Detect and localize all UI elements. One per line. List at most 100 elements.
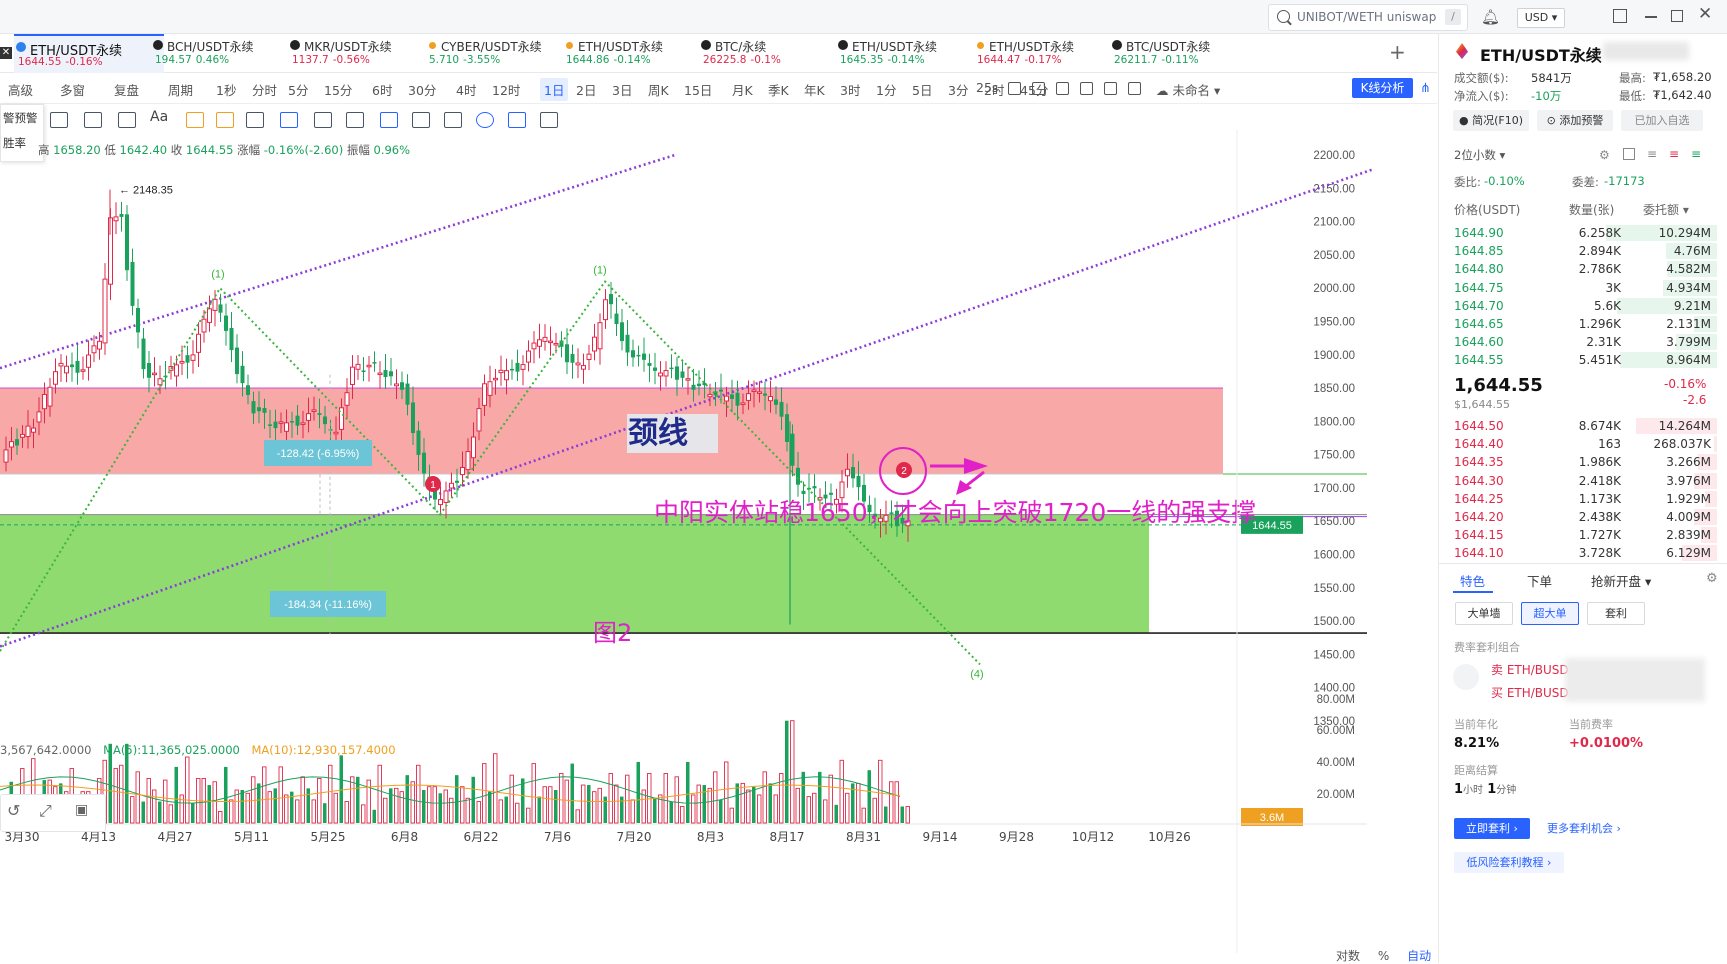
decimals-select[interactable]: 2位小数 ▾: [1454, 148, 1506, 162]
lock-tool-icon[interactable]: [346, 112, 364, 128]
bell-icon[interactable]: 🔔︎: [1481, 8, 1501, 26]
settings-icon[interactable]: ⚙: [1599, 148, 1610, 162]
tab-2[interactable]: BCH/USDT永续 194.57 0.46%: [151, 34, 301, 72]
bid-row[interactable]: 1644.35 1.986K 3.266M: [1439, 453, 1717, 471]
ask-row[interactable]: 1644.90 6.258K 10.294M: [1439, 224, 1717, 242]
pattern-tool-icon[interactable]: [186, 112, 204, 128]
bid-row[interactable]: 1644.30 2.418K 3.976M: [1439, 472, 1717, 490]
overview-button[interactable]: ● 简况(F10): [1453, 110, 1529, 131]
trash-icon[interactable]: [444, 112, 462, 128]
bid-row[interactable]: 1644.10 3.728K 6.129M: [1439, 544, 1717, 562]
search-input[interactable]: UNIBOT/WETH uniswap /: [1268, 4, 1468, 31]
minimize-icon[interactable]: [1645, 16, 1657, 18]
bid-row[interactable]: 1644.25 1.173K 1.929M: [1439, 490, 1717, 508]
bid-row[interactable]: 1644.15 1.727K 2.839M: [1439, 526, 1717, 544]
share-icon[interactable]: ⋔: [1420, 80, 1431, 95]
note-tool-icon[interactable]: [412, 112, 430, 128]
arbitrage-chip[interactable]: 套利: [1587, 602, 1645, 625]
font-tool-icon[interactable]: Aa: [150, 109, 169, 125]
ask-row[interactable]: 1644.70 5.6K 9.21M: [1439, 297, 1717, 315]
toolbar-item-12[interactable]: 1日: [540, 78, 569, 101]
text-tool-icon[interactable]: [118, 112, 136, 128]
more-arbitrage-link[interactable]: 更多套利机会 ›: [1541, 818, 1627, 839]
percent-toggle[interactable]: %: [1377, 949, 1390, 963]
toolbar-item-0[interactable]: 高级: [8, 83, 34, 98]
add-alert-button[interactable]: ⊙ 添加预警: [1537, 110, 1613, 131]
toolbar-item-23[interactable]: 3分: [948, 83, 969, 98]
ask-row[interactable]: 1644.65 1.296K 2.131M: [1439, 315, 1717, 333]
toolbar-item-16[interactable]: 15日: [684, 83, 713, 98]
tutorial-link[interactable]: 低风险套利教程 ›: [1454, 852, 1564, 873]
alert-menu-item[interactable]: 警预警: [3, 111, 38, 125]
tab-8[interactable]: ETH/USDT永续 1644.47 -0.17%: [973, 34, 1123, 72]
camera-icon[interactable]: [1008, 82, 1021, 95]
toolbar-item-10[interactable]: 4时: [456, 83, 477, 98]
reset-tool-icon[interactable]: [540, 112, 558, 128]
toolbar-item-5[interactable]: 分时: [252, 83, 278, 98]
log-scale-toggle[interactable]: 对数: [1336, 949, 1361, 963]
tab-7[interactable]: ETH/USDT永续 1645.35 -0.14%: [836, 34, 986, 72]
toolbar-item-8[interactable]: 6时: [372, 83, 393, 98]
toolbar-item-17[interactable]: 月K: [732, 83, 753, 98]
col-total[interactable]: 委托额 ▾: [1643, 203, 1689, 217]
expand-icon[interactable]: ⤢: [39, 801, 52, 820]
candle-tool-icon[interactable]: [314, 112, 332, 128]
undo-icon[interactable]: ↺: [7, 801, 21, 820]
currency-select[interactable]: USD ▾: [1517, 8, 1565, 28]
view-asks-icon[interactable]: ≡: [1669, 147, 1680, 161]
tab-feature[interactable]: 特色: [1460, 574, 1486, 589]
price-chart[interactable]: 2200.00 2150.00 2100.00 2050.00 2000.00 1950.…: [0, 130, 1372, 953]
tab-ipo[interactable]: 抢新开盘 ▾: [1591, 574, 1652, 589]
lines-tool-icon[interactable]: [50, 112, 68, 128]
tab-order[interactable]: 下单: [1527, 574, 1553, 589]
toolbar-item-19[interactable]: 年K: [804, 83, 825, 98]
tab-9[interactable]: BTC/USDT永续 26211.7 -0.11%: [1110, 34, 1260, 72]
ask-row[interactable]: 1644.80 2.786K 4.582M: [1439, 260, 1717, 278]
pencil-tool-icon[interactable]: [246, 112, 264, 128]
layout-icon[interactable]: [1080, 82, 1093, 95]
winrate-menu-item[interactable]: 胜率: [3, 136, 26, 150]
tab-5[interactable]: ETH/USDT永续 1644.86 -0.14%: [562, 34, 712, 72]
bid-row[interactable]: 1644.40 163 268.037K: [1439, 435, 1717, 453]
toolbar-item-9[interactable]: 30分: [408, 83, 437, 98]
kline-analysis-button[interactable]: K线分析: [1352, 78, 1413, 98]
toolbar-item-1[interactable]: 多窗: [60, 83, 86, 98]
tab-4[interactable]: CYBER/USDT永续 5.710 -3.55%: [425, 34, 575, 72]
toolbar-item-22[interactable]: 5日: [912, 83, 933, 98]
toolbar-item-6[interactable]: 5分: [288, 83, 309, 98]
maximize-icon[interactable]: [1671, 10, 1683, 22]
brush-tool-icon[interactable]: [280, 112, 298, 128]
toolbar-item-7[interactable]: 15分: [324, 83, 353, 98]
toolbar-item-13[interactable]: 2日: [576, 83, 597, 98]
toolbar-item-3[interactable]: 周期: [168, 83, 194, 98]
ask-row[interactable]: 1644.60 2.31K 3.799M: [1439, 333, 1717, 351]
bid-row[interactable]: 1644.20 2.438K 4.009M: [1439, 508, 1717, 526]
layout-icon[interactable]: [1613, 9, 1627, 23]
super-order-chip[interactable]: 超大单: [1521, 602, 1579, 625]
image-icon[interactable]: ▣: [75, 802, 89, 818]
settings-icon[interactable]: [1104, 82, 1117, 95]
copy-tool-icon[interactable]: [380, 112, 398, 128]
pencil-icon[interactable]: [1032, 82, 1045, 95]
toolbar-item-11[interactable]: 12时: [492, 83, 521, 98]
add-tab-button[interactable]: +: [1389, 40, 1406, 64]
filter-icon[interactable]: [508, 112, 526, 128]
image-tool-icon[interactable]: [84, 112, 102, 128]
depth-view-icon[interactable]: [1623, 148, 1635, 160]
auto-toggle[interactable]: 自动: [1407, 949, 1432, 963]
close-tab-icon[interactable]: ✕: [0, 47, 12, 59]
settings-icon[interactable]: ⚙: [1706, 571, 1718, 586]
ask-row[interactable]: 1644.85 2.894K 4.76M: [1439, 242, 1717, 260]
arbitrage-now-button[interactable]: 立即套利 ›: [1454, 818, 1530, 839]
watchlist-button[interactable]: 已加入自选: [1621, 110, 1703, 131]
toolbar-item-20[interactable]: 3时: [840, 83, 861, 98]
toolbar-item-2[interactable]: 复盘: [114, 83, 140, 98]
toolbar-item-21[interactable]: 1分: [876, 83, 897, 98]
big-order-chip[interactable]: 大单墙: [1455, 602, 1513, 625]
expand-icon[interactable]: [1128, 82, 1141, 95]
toolbar-item-18[interactable]: 季K: [768, 83, 789, 98]
view-both-icon[interactable]: ≡: [1647, 147, 1658, 161]
view-bids-icon[interactable]: ≡: [1691, 147, 1702, 161]
magnet-icon[interactable]: [476, 112, 494, 128]
toolbar-item-15[interactable]: 周K: [648, 83, 669, 98]
